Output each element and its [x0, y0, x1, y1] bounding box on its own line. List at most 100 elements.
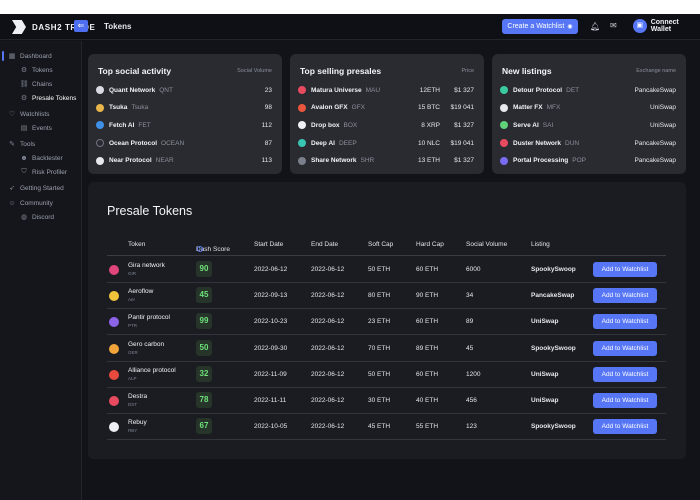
token-symbol: MAU [365, 86, 381, 94]
top-bar: DASH2 TRADE ⇐ Tokens Create a Watchlist … [0, 14, 700, 40]
list-item[interactable]: Drop box BOX 8 XRP $1 327 [298, 119, 474, 131]
social-volume-value: 98 [264, 104, 272, 112]
collapse-sidebar-button[interactable]: ⇐ [74, 20, 88, 32]
token-name: Alliance protocol [128, 366, 176, 374]
start-date: 2022-09-30 [254, 344, 288, 352]
list-item[interactable]: Serve AI SAI UniSwap [500, 119, 676, 131]
card-title: New listings [502, 66, 552, 76]
connect-wallet-button[interactable]: ▣ Connect Wallet [633, 19, 700, 33]
table-row[interactable]: Aeroflow Aer 45 2022-09-13 2022-06-12 80 ETH 9… [107, 283, 666, 310]
bell-icon[interactable]: 🔔︎ [590, 22, 601, 31]
raised-amount: 15 BTC [417, 104, 440, 112]
token-symbol: GFX [351, 104, 365, 112]
sidebar-item-backtester[interactable]: ☻ Backtester [20, 154, 63, 162]
token-name: Duster Network [513, 139, 562, 147]
list-item[interactable]: Portal Processing POP PancakeSwap [500, 155, 676, 167]
listing-exchange: UniSwap [531, 318, 559, 326]
header-listing: Listing [531, 241, 550, 248]
table-row[interactable]: Rebuy RBY 67 2022-10-05 2022-06-12 45 ETH 55 E… [107, 414, 666, 441]
selling-presales-card: Top selling presales Price Matura Univer… [290, 54, 484, 174]
sidebar-item-discord[interactable]: ◍ Discord [20, 213, 55, 222]
header-start-date: Start Date [254, 241, 284, 248]
token-name: Drop box [311, 121, 340, 129]
sidebar-item-dashboard[interactable]: ▦ Dashboard [8, 52, 52, 61]
token-name: Matter FX [513, 104, 543, 112]
grid-icon: ▦ [8, 53, 16, 60]
list-item[interactable]: Avalon GFX GFX 15 BTC $19 041 [298, 102, 474, 114]
sidebar-item-chains[interactable]: ⛓ Chains [19, 80, 53, 89]
soft-cap: 50 ETH [368, 370, 391, 378]
sidebar-item-presale-tokens[interactable]: ⚙ Presale Tokens [20, 94, 77, 103]
list-item[interactable]: Share Network SHR 13 ETH $1 327 [298, 155, 474, 167]
token-name: Pantir protocol [128, 314, 170, 322]
user-icon: ☻ [20, 154, 28, 162]
presale-tokens-panel: Presale Tokens Token Dash Score i Start D… [88, 182, 686, 459]
listing-exchange: SpookySwoop [531, 344, 576, 352]
soft-cap: 50 ETH [368, 266, 391, 273]
dash-score-badge: 67 [196, 418, 212, 435]
exchange-name: PancakeSwap [634, 139, 676, 147]
create-watchlist-button[interactable]: Create a Watchlist ◉ [502, 19, 578, 34]
token-name: Avalon GFX [311, 104, 348, 112]
table-row[interactable]: Pantir protocol PTR 99 2022-10-23 2022-06-12… [107, 309, 666, 336]
sidebar-item-getting-started[interactable]: ➶ Getting Started [8, 184, 64, 193]
add-to-watchlist-button[interactable]: Add to Watchlist [593, 419, 657, 435]
add-to-watchlist-button[interactable]: Add to Watchlist [593, 340, 657, 356]
table-row[interactable]: Gira network GIR 90 2022-06-12 2022-06-12 50 … [107, 257, 666, 283]
header-hard-cap: Hard Cap [416, 241, 444, 248]
soft-cap: 45 ETH [368, 423, 391, 431]
add-to-watchlist-button[interactable]: Add to Watchlist [593, 288, 657, 304]
list-item[interactable]: Quant Network QNT 23 [96, 84, 272, 96]
create-watchlist-label: Create a Watchlist [507, 23, 565, 30]
list-item[interactable]: Fetch AI FET 112 [96, 119, 272, 131]
info-icon[interactable]: i [197, 246, 203, 252]
sidebar-item-watchlists[interactable]: ♡ Watchlists [8, 110, 50, 119]
list-item[interactable]: Near Protocol NEAR 113 [96, 155, 272, 167]
price-value: $19 041 [450, 104, 475, 112]
start-date: 2022-11-09 [254, 370, 287, 378]
sidebar-item-tools[interactable]: ✎ Tools [8, 140, 35, 149]
token-symbol: QNT [159, 86, 173, 94]
add-to-watchlist-button[interactable]: Add to Watchlist [593, 262, 657, 277]
add-to-watchlist-button[interactable]: Add to Watchlist [593, 366, 657, 382]
link-icon: ⛓ [19, 81, 29, 88]
token-symbol: SHR [360, 157, 375, 165]
table-row[interactable]: Alliance protocol ALP 32 2022-11-09 2022-06-… [107, 362, 666, 388]
sidebar-item-label: Presale Tokens [32, 94, 77, 102]
list-item[interactable]: Duster Network DUN PancakeSwap [500, 137, 676, 149]
sidebar-item-label: Discord [32, 213, 55, 221]
sidebar-item-tokens[interactable]: ⚙ Tokens [20, 66, 53, 75]
sidebar-item-community[interactable]: ☺ Community [8, 199, 52, 207]
token-symbol: GER [128, 349, 138, 355]
social-volume-value: 113 [261, 157, 272, 165]
header-end-date: End Date [311, 241, 339, 248]
list-item[interactable]: Deep AI DEEP 10 NLC $19 041 [298, 137, 474, 149]
logo[interactable]: DASH2 TRADE [12, 20, 96, 34]
mail-icon[interactable]: ✉ [610, 21, 617, 30]
price-value: $19 041 [450, 139, 475, 147]
list-item[interactable]: Tsuka Tsuka 98 [96, 102, 272, 114]
table-row[interactable]: Gero carbon GER 50 2022-09-30 2022-06-12 70 E… [107, 336, 666, 362]
end-date: 2022-06-12 [311, 397, 345, 404]
token-logo-icon [298, 103, 306, 112]
list-item[interactable]: Matter FX MFX UniSwap [500, 102, 676, 114]
token-logo-icon [298, 139, 306, 148]
card-title: Top selling presales [300, 66, 382, 76]
add-to-watchlist-button[interactable]: Add to Watchlist [593, 393, 657, 408]
logo-text: DASH2 TRADE [32, 22, 96, 32]
token-name: Aeroflow [128, 288, 154, 296]
token-symbol: SAI [542, 121, 554, 129]
list-item[interactable]: Matura Universe MAU 12ETH $1 327 [298, 84, 474, 96]
add-to-watchlist-button[interactable]: Add to Watchlist [593, 314, 657, 330]
sidebar-item-label: Tokens [32, 66, 53, 74]
sidebar-item-label: Backtester [32, 154, 63, 162]
token-logo-icon [96, 156, 104, 165]
token-symbol: PTR [128, 323, 137, 329]
table-row[interactable]: Destra DST 78 2022-11-11 2022-06-12 30 ETH 40 … [107, 388, 666, 414]
sidebar-item-events[interactable]: ▤ Events [20, 124, 52, 133]
list-item[interactable]: Detour Protocol DET PancakeSwap [500, 84, 676, 96]
list-item[interactable]: Ocean Protocol OCEAN 87 [96, 137, 272, 149]
sidebar: ▦ Dashboard ⚙ Tokens ⛓ Chains ⚙ Presale … [0, 41, 82, 500]
sidebar-item-risk-profiler[interactable]: ⛉ Risk Profiler [20, 168, 67, 176]
token-symbol: Aer [128, 297, 136, 303]
